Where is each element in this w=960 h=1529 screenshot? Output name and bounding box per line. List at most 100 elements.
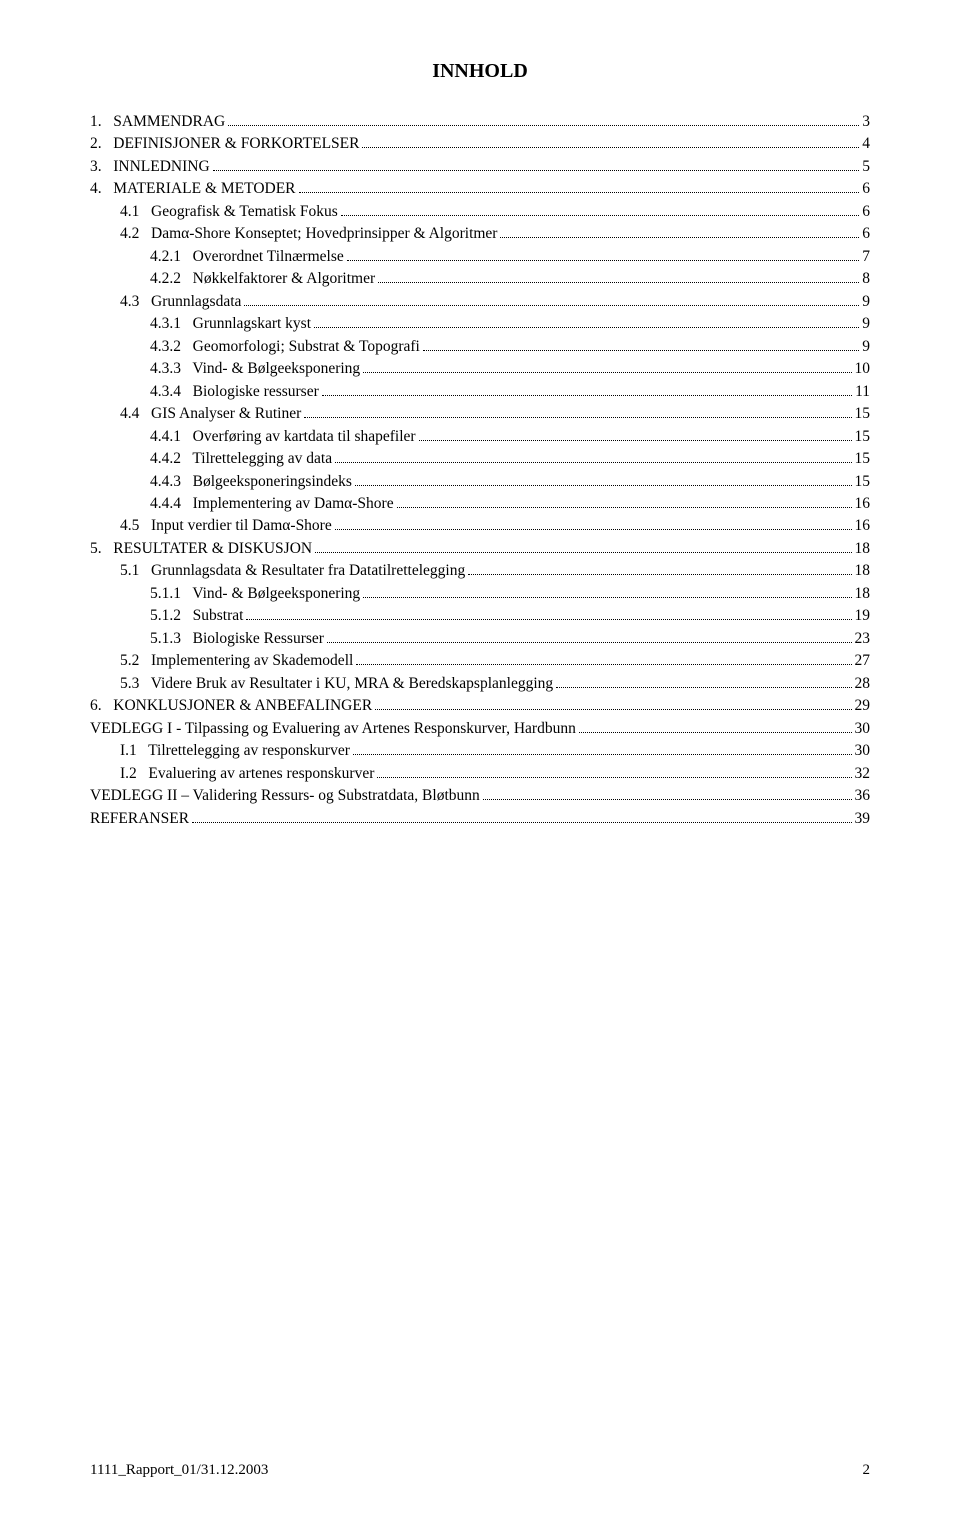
toc-leader-dots [483,799,852,800]
toc-entry-page: 19 [855,605,871,627]
toc-entry-label: 5.1.3 Biologiske Ressurser [150,628,324,650]
toc-entry-label: 4.4.3 Bølgeeksponeringsindeks [150,471,352,493]
toc-leader-dots [341,215,859,216]
table-of-contents: 1. SAMMENDRAG 3 2. DEFINISJONER & FORKORT… [90,111,870,830]
toc-leader-dots [397,507,852,508]
toc-entry-page: 29 [855,695,871,717]
toc-entry: 4.2.2 Nøkkelfaktorer & Algoritmer 8 [90,268,870,290]
toc-entry-page: 9 [862,336,870,358]
toc-entry-page: 16 [855,515,871,537]
toc-entry: 4.3.2 Geomorfologi; Substrat & Topografi… [90,336,870,358]
toc-entry-page: 39 [855,808,871,830]
toc-leader-dots [363,372,851,373]
toc-entry-page: 30 [855,718,871,740]
toc-entry: 4.4.1 Overføring av kartdata til shapefi… [90,426,870,448]
toc-leader-dots [362,147,859,148]
toc-entry-label: 4.4 GIS Analyser & Rutiner [120,403,301,425]
toc-entry-page: 36 [855,785,871,807]
toc-entry-label: 4.2.2 Nøkkelfaktorer & Algoritmer [150,268,375,290]
toc-entry-label: I.1 Tilrettelegging av responskurver [120,740,350,762]
page-title: INNHOLD [90,60,870,83]
toc-entry-page: 27 [855,650,871,672]
toc-entry: 4.4.3 Bølgeeksponeringsindeks 15 [90,471,870,493]
toc-entry-label: 4.5 Input verdier til Damα-Shore [120,515,332,537]
toc-entry: 4.3.4 Biologiske ressurser 11 [90,381,870,403]
toc-entry: 4.3 Grunnlagsdata 9 [90,291,870,313]
toc-entry-page: 7 [862,246,870,268]
toc-leader-dots [375,709,851,710]
toc-entry: 4.2.1 Overordnet Tilnærmelse 7 [90,246,870,268]
toc-leader-dots [556,687,851,688]
toc-entry-page: 15 [855,471,871,493]
toc-entry-label: 4.3.4 Biologiske ressurser [150,381,319,403]
toc-entry-page: 16 [855,493,871,515]
toc-entry: VEDLEGG II – Validering Ressurs- og Subs… [90,785,870,807]
toc-entry: 5.1 Grunnlagsdata & Resultater fra Datat… [90,560,870,582]
toc-entry-page: 28 [855,673,871,695]
toc-entry: 4.5 Input verdier til Damα-Shore 16 [90,515,870,537]
toc-entry-page: 30 [855,740,871,762]
toc-entry-page: 32 [855,763,871,785]
toc-entry-label: 4.1 Geografisk & Tematisk Fokus [120,201,338,223]
toc-entry-label: 4.4.1 Overføring av kartdata til shapefi… [150,426,416,448]
toc-entry-label: 5.1.1 Vind- & Bølgeeksponering [150,583,360,605]
toc-leader-dots [356,664,851,665]
toc-entry-page: 18 [855,560,871,582]
toc-entry-label: 5.3 Videre Bruk av Resultater i KU, MRA … [120,673,553,695]
toc-entry-page: 3 [862,111,870,133]
toc-entry-page: 9 [862,291,870,313]
toc-entry-page: 5 [862,156,870,178]
toc-leader-dots [314,327,859,328]
toc-entry: REFERANSER 39 [90,808,870,830]
toc-entry: 3. INNLEDNING 5 [90,156,870,178]
toc-entry-label: 5.1.2 Substrat [150,605,243,627]
toc-leader-dots [579,732,852,733]
toc-entry: 5.1.2 Substrat 19 [90,605,870,627]
toc-leader-dots [304,417,851,418]
page-footer: 1111_Rapport_01/31.12.2003 2 [90,1462,870,1479]
toc-entry-label: VEDLEGG I - Tilpassing og Evaluering av … [90,718,576,740]
toc-entry-label: 5. RESULTATER & DISKUSJON [90,538,312,560]
toc-entry-label: 1. SAMMENDRAG [90,111,225,133]
toc-leader-dots [377,777,851,778]
toc-leader-dots [322,395,852,396]
toc-leader-dots [423,350,859,351]
toc-entry: 4.2 Damα-Shore Konseptet; Hovedprinsippe… [90,223,870,245]
toc-entry: 5.1.1 Vind- & Bølgeeksponering 18 [90,583,870,605]
toc-leader-dots [355,485,852,486]
document-page: INNHOLD 1. SAMMENDRAG 3 2. DEFINISJONER &… [0,0,960,1529]
toc-leader-dots [192,822,851,823]
toc-entry-label: 2. DEFINISJONER & FORKORTELSER [90,133,359,155]
toc-leader-dots [228,125,859,126]
toc-entry-page: 18 [855,538,871,560]
toc-entry-page: 23 [855,628,871,650]
footer-left: 1111_Rapport_01/31.12.2003 [90,1462,268,1479]
toc-entry: 4.4.2 Tilrettelegging av data 15 [90,448,870,470]
toc-entry-label: 5.2 Implementering av Skademodell [120,650,353,672]
toc-leader-dots [335,462,851,463]
toc-leader-dots [246,619,851,620]
toc-entry-label: 4.2.1 Overordnet Tilnærmelse [150,246,344,268]
toc-entry-label: 4.3.1 Grunnlagskart kyst [150,313,311,335]
toc-entry: 5.3 Videre Bruk av Resultater i KU, MRA … [90,673,870,695]
toc-leader-dots [244,305,859,306]
toc-entry-label: 6. KONKLUSJONER & ANBEFALINGER [90,695,372,717]
toc-entry-page: 15 [855,403,871,425]
toc-entry-label: 4.3.3 Vind- & Bølgeeksponering [150,358,360,380]
toc-entry-page: 8 [862,268,870,290]
toc-entry: 4. MATERIALE & METODER 6 [90,178,870,200]
toc-entry-label: 4.4.4 Implementering av Damα-Shore [150,493,394,515]
toc-entry-page: 15 [855,448,871,470]
toc-entry-page: 18 [855,583,871,605]
toc-leader-dots [363,597,851,598]
toc-leader-dots [315,552,851,553]
toc-entry-label: 4.4.2 Tilrettelegging av data [150,448,332,470]
toc-leader-dots [353,754,852,755]
toc-leader-dots [327,642,852,643]
toc-leader-dots [468,574,851,575]
toc-entry-label: 4.2 Damα-Shore Konseptet; Hovedprinsippe… [120,223,497,245]
toc-entry-page: 10 [855,358,871,380]
toc-leader-dots [500,237,859,238]
toc-entry: VEDLEGG I - Tilpassing og Evaluering av … [90,718,870,740]
toc-leader-dots [335,529,852,530]
